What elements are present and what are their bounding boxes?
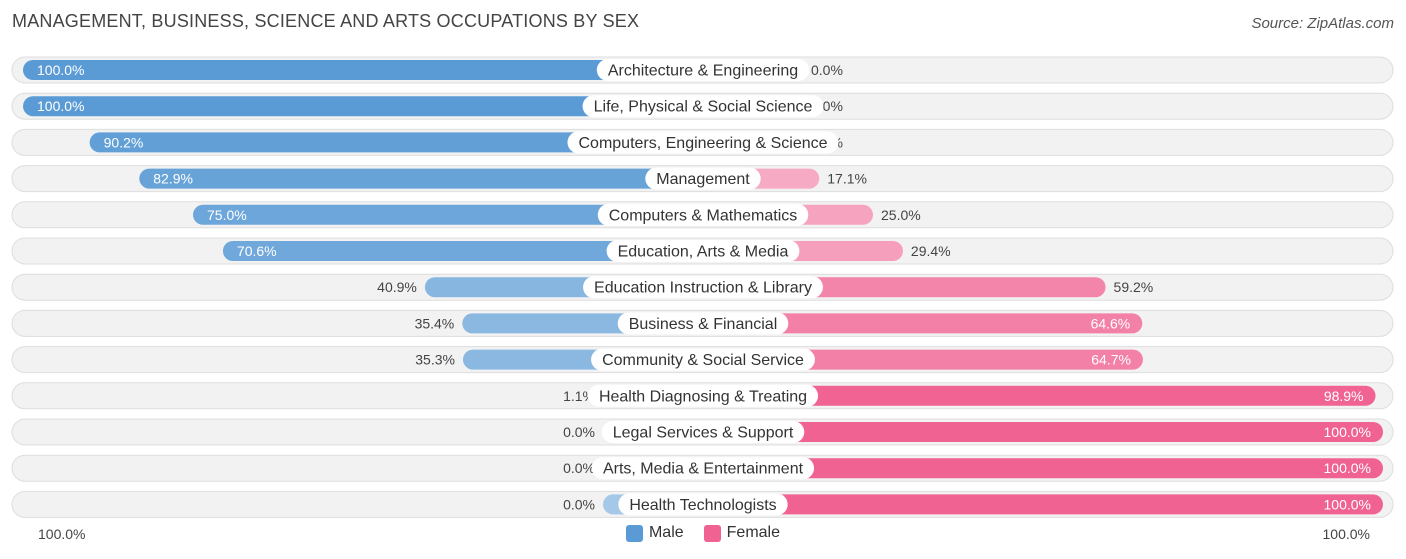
female-bar [703, 458, 1383, 479]
male-bar [193, 204, 703, 225]
female-value-label: 25.0% [881, 207, 921, 223]
female-bar [703, 422, 1383, 442]
category-label-background [587, 384, 819, 407]
female-value-label: 100.0% [1324, 460, 1371, 476]
source-label: Source: ZipAtlas.com [1251, 15, 1394, 32]
legend-label-female: Female [726, 524, 781, 541]
chart-plot: 100.0% 0.0% Architecture & Engineering 100.… [11, 56, 1394, 518]
category-label-background [591, 457, 815, 480]
chart-title: MANAGEMENT, BUSINESS, SCIENCE AND ARTS O… [12, 11, 640, 31]
female-value-label: 64.6% [1091, 315, 1131, 331]
male-value-label: 0.0% [563, 460, 595, 476]
category-label-background [582, 95, 824, 118]
category-label: Community & Social Service [602, 352, 804, 369]
male-value-label: 0.0% [563, 424, 595, 440]
male-value-label: 35.4% [415, 315, 455, 331]
male-bar [139, 168, 703, 189]
male-value-label: 40.9% [377, 279, 417, 295]
male-value-label: 35.3% [415, 352, 455, 368]
female-value-label: 0.0% [811, 62, 843, 78]
female-value-label: 98.9% [1324, 388, 1364, 404]
category-label: Health Technologists [629, 497, 776, 514]
axis-right-label: 100.0% [1322, 526, 1370, 542]
female-value-label: 100.0% [1324, 496, 1371, 512]
male-value-label: 70.6% [237, 243, 277, 259]
category-label: Computers, Engineering & Science [578, 135, 827, 152]
male-value-label: 82.9% [153, 171, 193, 187]
category-label: Computers & Mathematics [609, 207, 798, 224]
male-bar [89, 132, 703, 153]
male-value-label: 1.1% [563, 388, 595, 404]
category-label-background [645, 167, 761, 190]
category-label: Management [656, 171, 750, 188]
female-value-label: 29.4% [911, 243, 951, 259]
category-label: Health Diagnosing & Treating [599, 388, 807, 405]
category-label: Arts, Media & Entertainment [603, 461, 804, 478]
category-label: Business & Financial [629, 316, 778, 333]
category-label: Education, Arts & Media [618, 244, 789, 261]
legend-swatch-female [703, 524, 721, 542]
female-bar [703, 494, 1383, 515]
category-label-background [567, 131, 839, 154]
category-label-background [617, 312, 789, 335]
male-value-label: 100.0% [37, 98, 84, 114]
category-label: Life, Physical & Social Science [594, 99, 813, 116]
category-label: Education Instruction & Library [594, 280, 812, 297]
category-label-background [606, 240, 800, 262]
category-label-background [591, 348, 815, 371]
category-label: Architecture & Engineering [608, 63, 798, 80]
female-value-label: 100.0% [1324, 424, 1371, 440]
female-value-label: 17.1% [827, 171, 867, 187]
category-label-background [583, 276, 823, 299]
male-bar [23, 96, 703, 117]
male-value-label: 100.0% [37, 62, 84, 78]
legend-swatch-male [625, 524, 643, 542]
female-bar [703, 313, 1143, 334]
legend-label-male: Male [648, 524, 684, 541]
legend: Male Female [0, 524, 1406, 542]
female-value-label: 59.2% [1114, 279, 1154, 295]
category-label-background [596, 59, 810, 81]
male-bar [222, 241, 704, 261]
female-value-label: 64.7% [1091, 352, 1131, 368]
legend-item-male: Male [625, 524, 684, 542]
female-bar [703, 385, 1376, 406]
category-label-background [601, 421, 805, 443]
male-value-label: 90.2% [104, 134, 144, 150]
category-label: Legal Services & Support [613, 425, 794, 442]
category-label-background [597, 203, 809, 226]
male-bar [23, 60, 703, 80]
male-value-label: 75.0% [207, 207, 247, 223]
axis-left-label: 100.0% [38, 526, 86, 542]
category-label-background [618, 493, 788, 516]
male-value-label: 0.0% [563, 496, 595, 512]
legend-item-female: Female [703, 524, 781, 542]
